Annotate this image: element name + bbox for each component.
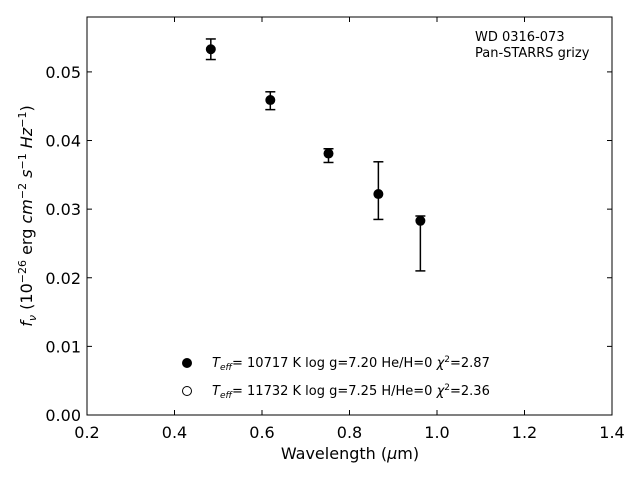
y-tick-label: 0.02 <box>45 269 81 288</box>
x-tick-label: 0.6 <box>249 423 274 442</box>
x-tick-label: 1.4 <box>599 423 624 442</box>
annotation-line-1: WD 0316-073 <box>475 30 565 45</box>
y-tick-label: 0.04 <box>45 132 81 151</box>
model-point-filled <box>265 95 276 106</box>
x-tick-label: 1.0 <box>424 423 449 442</box>
y-axis-label: fν (10−26 erg cm−2 s−1 Hz−1) <box>16 105 39 326</box>
x-axis-label: Wavelength (μm) <box>281 444 419 463</box>
y-tick-label: 0.01 <box>45 337 81 356</box>
x-tick-label: 1.2 <box>512 423 537 442</box>
y-tick-label: 0.00 <box>45 406 81 425</box>
error-bars <box>205 38 426 272</box>
model-point-filled <box>373 189 384 200</box>
model-point-filled <box>415 215 426 226</box>
y-tick-label: 0.03 <box>45 200 81 219</box>
tick-labels: 0.2 0.4 0.6 0.8 1.0 1.2 1.4 0.00 0.01 0.02 0.03 0.0… <box>45 63 624 442</box>
legend-marker-open <box>182 386 192 396</box>
legend-entry-1: Teff= 10717 K log g=7.20 He/H=0 χ2=2.87 <box>212 355 490 373</box>
model-point-filled <box>323 148 334 159</box>
axis-ticks <box>86 17 613 416</box>
annotation-line-2: Pan-STARRS grizy <box>475 46 590 61</box>
legend-marker-filled <box>182 358 192 368</box>
x-tick-label: 0.8 <box>337 423 362 442</box>
y-tick-label: 0.05 <box>45 63 81 82</box>
legend-entry-2: Teff= 11732 K log g=7.25 H/He=0 χ2=2.36 <box>212 383 490 401</box>
legend: Teff= 10717 K log g=7.20 He/H=0 χ2=2.87 … <box>182 355 490 401</box>
model-point-filled <box>205 44 216 55</box>
x-tick-label: 0.2 <box>74 423 99 442</box>
x-tick-label: 0.4 <box>162 423 187 442</box>
model-points <box>205 44 426 226</box>
